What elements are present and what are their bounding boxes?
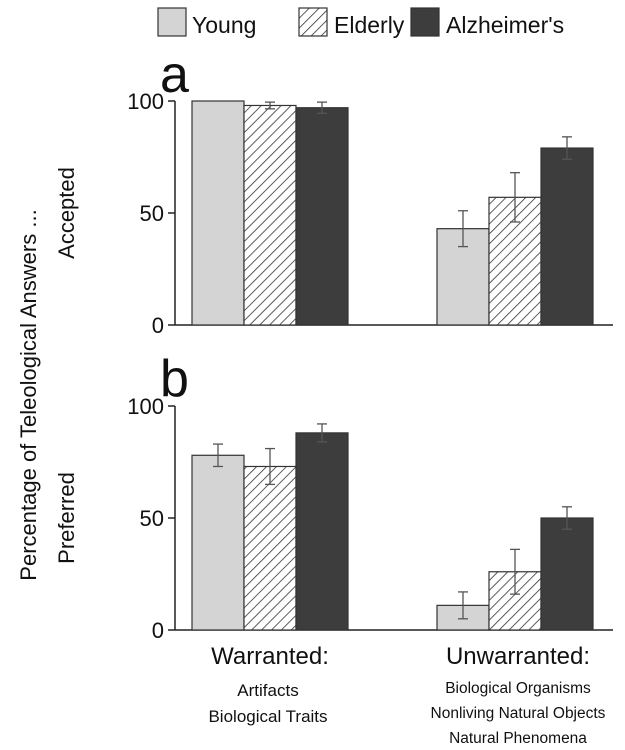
panel-b-letter: b bbox=[160, 350, 189, 408]
panel-a-bar-alzheimers-unwarranted bbox=[540, 147, 594, 326]
panel-b-y-ticks: 100 50 0 bbox=[127, 394, 175, 643]
x-group-title-warranted: Warranted: bbox=[211, 643, 329, 670]
panel-a-y-axis-label: Accepted bbox=[54, 167, 79, 259]
panel-a-y-tick-label: 50 bbox=[140, 201, 164, 226]
panel-a-y-ticks: 100 50 0 bbox=[127, 89, 175, 338]
panel-a-bar-elderly-warranted bbox=[243, 104, 297, 326]
panel-a-bar-young-warranted bbox=[191, 100, 245, 326]
panel-a-y-tick-label: 0 bbox=[152, 313, 164, 338]
shared-y-axis-label: Percentage of Teleological Answers ... bbox=[16, 209, 41, 580]
panel-b-bar-elderly-warranted bbox=[243, 465, 297, 631]
panel-a-error-bar-alzheimers-unwarranted bbox=[562, 136, 572, 160]
panel-a-error-bar-elderly-unwarranted bbox=[510, 172, 520, 223]
panel-b-error-bar-young-unwarranted bbox=[458, 591, 468, 620]
panel-a-letter: a bbox=[160, 46, 189, 104]
panel-b-bar-young-warranted bbox=[191, 454, 245, 631]
panel-b-bar-alzheimers-warranted bbox=[295, 432, 349, 631]
panel-a-error-bar-young-unwarranted bbox=[458, 210, 468, 248]
legend-swatch-young bbox=[157, 7, 187, 37]
panel-b-error-bar-elderly-warranted bbox=[265, 447, 275, 486]
panel-b-error-bar-alzheimers-warranted bbox=[317, 423, 327, 443]
legend-swatch-alzheimers bbox=[410, 7, 440, 37]
panel-a-y-tick-label: 100 bbox=[127, 89, 164, 114]
x-group-title-unwarranted: Unwarranted: bbox=[446, 643, 590, 670]
panel-b-y-tick-label: 0 bbox=[152, 618, 164, 643]
legend-swatch-elderly bbox=[298, 7, 328, 37]
x-group-labels: Warranted: Artifacts Biological Traits U… bbox=[208, 643, 605, 747]
legend-label-young: Young bbox=[192, 12, 256, 38]
panel-b-error-bar-elderly-unwarranted bbox=[510, 548, 520, 595]
panel-b-error-bar-alzheimers-unwarranted bbox=[562, 506, 572, 530]
legend: Young Elderly Alzheimer's bbox=[157, 7, 564, 38]
panel-b-y-tick-label: 100 bbox=[127, 394, 164, 419]
panel-b-bars bbox=[191, 423, 594, 631]
panel-a-error-bar-elderly-warranted bbox=[265, 101, 275, 110]
x-group-line-natural-phenomena: Natural Phenomena bbox=[449, 730, 587, 747]
x-group-line-biological-traits: Biological Traits bbox=[208, 707, 327, 726]
panel-a-error-bar-alzheimers-warranted bbox=[317, 101, 327, 114]
panel-b-bar-alzheimers-unwarranted bbox=[540, 517, 594, 631]
panel-b-y-tick-label: 50 bbox=[140, 506, 164, 531]
panel-b: b Preferred 100 50 0 bbox=[54, 350, 613, 643]
x-group-line-artifacts: Artifacts bbox=[237, 681, 298, 700]
legend-label-alzheimers: Alzheimer's bbox=[446, 12, 564, 38]
panel-b-error-bar-young-warranted bbox=[213, 443, 223, 468]
panel-a-bar-alzheimers-warranted bbox=[295, 107, 349, 326]
x-group-line-nonliving-natural-objects: Nonliving Natural Objects bbox=[431, 705, 606, 722]
panel-a-bars bbox=[191, 100, 594, 326]
x-group-line-biological-organisms: Biological Organisms bbox=[445, 680, 591, 697]
panel-b-y-axis-label: Preferred bbox=[54, 472, 79, 564]
panel-a: a Accepted 100 50 0 bbox=[54, 46, 613, 338]
legend-label-elderly: Elderly bbox=[334, 12, 405, 38]
